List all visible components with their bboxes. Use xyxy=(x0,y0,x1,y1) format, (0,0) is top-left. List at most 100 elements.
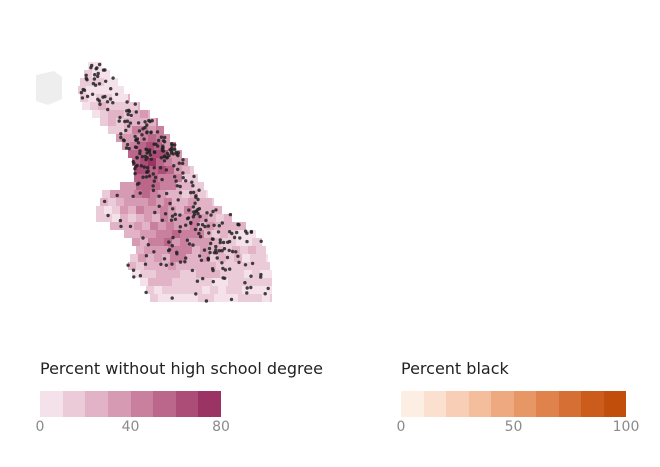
location-point xyxy=(115,193,119,198)
tract-cell xyxy=(146,142,154,150)
tract-cell xyxy=(142,190,150,198)
location-point xyxy=(207,246,212,251)
tract-cell xyxy=(182,166,190,174)
location-point xyxy=(172,164,176,168)
tract-cell xyxy=(220,270,228,278)
location-point xyxy=(173,212,177,217)
tract-cell xyxy=(216,262,224,270)
location-point xyxy=(127,124,131,128)
map-education xyxy=(36,62,272,303)
location-point xyxy=(81,87,85,92)
tract-cell xyxy=(230,294,238,302)
location-point xyxy=(144,157,148,162)
tract-cell xyxy=(266,254,268,262)
location-point xyxy=(155,130,160,134)
tract-cell xyxy=(152,206,160,214)
location-point xyxy=(159,262,163,266)
tract-cell xyxy=(140,238,148,246)
location-point xyxy=(218,238,222,242)
location-point xyxy=(227,239,232,244)
tract-cell xyxy=(184,246,192,254)
tract-cell xyxy=(144,182,152,190)
tract-cell xyxy=(148,198,156,206)
legend-ticks-education: 0 40 80 xyxy=(36,419,230,439)
location-point xyxy=(170,244,174,248)
tract-cell xyxy=(86,86,94,94)
location-point xyxy=(245,291,249,295)
legend-swatch xyxy=(513,391,536,417)
tract-cell xyxy=(92,110,100,118)
location-point xyxy=(159,135,164,139)
location-point xyxy=(124,128,128,133)
location-point xyxy=(152,179,156,183)
tract-cell xyxy=(236,270,244,278)
location-point xyxy=(198,214,202,219)
tract-cell xyxy=(154,254,162,262)
tract-cell xyxy=(118,86,124,94)
location-point xyxy=(203,224,207,229)
location-point xyxy=(175,250,179,254)
location-point xyxy=(144,254,149,258)
tract-cell xyxy=(206,294,214,302)
location-point xyxy=(228,212,233,217)
location-point xyxy=(197,188,201,192)
tract-cell xyxy=(116,126,124,134)
tract-cell xyxy=(178,286,186,294)
tract-cell xyxy=(196,278,204,286)
location-point xyxy=(89,66,93,70)
location-point xyxy=(212,251,217,255)
tract-cell xyxy=(268,270,272,278)
location-point xyxy=(91,81,96,86)
location-point xyxy=(145,165,150,170)
location-point xyxy=(156,138,161,143)
tract-cell xyxy=(112,206,120,214)
tract-cell xyxy=(194,254,202,262)
location-point xyxy=(152,142,156,146)
location-point xyxy=(133,102,137,106)
tract-cell xyxy=(184,182,192,190)
tract-cell xyxy=(140,278,148,286)
location-point xyxy=(230,249,235,254)
location-point xyxy=(95,66,99,70)
tract-cell xyxy=(120,214,128,222)
location-point xyxy=(191,184,195,188)
tract-cell xyxy=(160,182,168,190)
tract-cell xyxy=(224,214,232,222)
tick-label: 40 xyxy=(121,419,140,435)
legend-swatch xyxy=(536,391,559,417)
tract-cell xyxy=(196,198,204,206)
location-point xyxy=(186,216,191,220)
tract-cell xyxy=(148,278,156,286)
location-point xyxy=(149,130,153,134)
location-point xyxy=(221,240,226,245)
tract-cell xyxy=(242,254,250,262)
tract-cell xyxy=(190,222,198,230)
location-point xyxy=(184,179,188,183)
location-point xyxy=(162,140,167,144)
legend-swatch xyxy=(153,391,176,417)
location-point xyxy=(211,209,215,214)
location-point xyxy=(181,158,185,162)
location-point xyxy=(170,214,175,218)
tract-cell xyxy=(258,254,266,262)
tract-cell xyxy=(148,126,156,134)
location-point xyxy=(207,231,211,235)
tick-label: 50 xyxy=(504,419,523,435)
tract-cell xyxy=(252,270,260,278)
tract-cell xyxy=(260,278,268,286)
tract-cell xyxy=(234,254,242,262)
tract-cell xyxy=(162,286,170,294)
location-point xyxy=(143,120,147,124)
location-point xyxy=(93,73,97,77)
location-point xyxy=(145,123,149,127)
location-point xyxy=(147,174,152,178)
tract-cell xyxy=(156,158,164,166)
location-point xyxy=(209,213,213,217)
location-point xyxy=(163,135,167,140)
legend-scale-education xyxy=(40,391,221,417)
tract-cell xyxy=(138,102,140,110)
location-point xyxy=(136,121,141,125)
tract-cell xyxy=(172,198,180,206)
tract-cell xyxy=(226,254,234,262)
location-point xyxy=(232,235,237,240)
